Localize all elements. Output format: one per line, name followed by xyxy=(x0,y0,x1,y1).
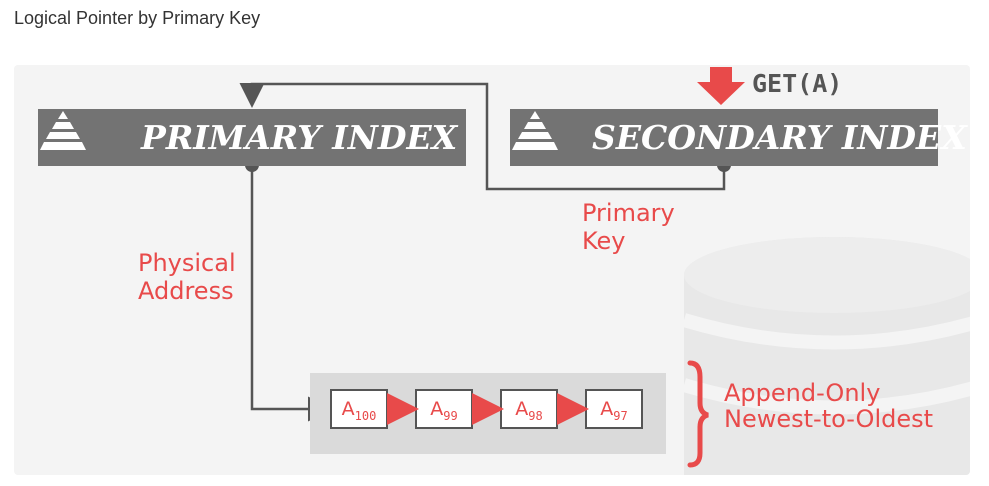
version-base: A xyxy=(600,398,614,420)
physical-address-connector xyxy=(250,167,333,422)
version-node: A99 xyxy=(415,389,473,429)
secondary-index-box: SECONDARY INDEX xyxy=(510,109,967,166)
version-chain-arrows xyxy=(387,360,709,468)
secondary-index-label: SECONDARY INDEX xyxy=(592,118,967,157)
physical-address-label: Physical Address xyxy=(138,249,236,305)
get-query-label: GET(A) xyxy=(752,69,843,98)
append-only-label: Append-Only Newest-to-Oldest xyxy=(724,380,933,432)
curly-brace-icon xyxy=(687,360,709,468)
physical-address-label-line2: Address xyxy=(138,277,234,305)
append-only-label-line2: Newest-to-Oldest xyxy=(724,405,934,433)
down-arrow-icon xyxy=(697,67,745,105)
physical-address-label-line1: Physical xyxy=(138,249,236,277)
version-base: A xyxy=(341,398,355,420)
version-subscript: 98 xyxy=(528,409,543,423)
version-subscript: 99 xyxy=(443,409,458,423)
database-cylinder-background xyxy=(681,237,970,475)
version-subscript: 100 xyxy=(354,409,377,423)
diagram-canvas: PRIMARY INDEX SECONDARY INDEX GET(A) Pri… xyxy=(14,65,970,475)
primary-key-label-line1: Primary xyxy=(582,199,675,227)
pyramid-icon xyxy=(40,111,86,150)
version-node: A98 xyxy=(500,389,558,429)
pyramid-icon xyxy=(512,111,558,150)
version-node: A100 xyxy=(330,389,388,429)
append-only-label-line1: Append-Only xyxy=(724,379,881,407)
primary-key-label-line2: Key xyxy=(582,227,626,255)
page-title: Logical Pointer by Primary Key xyxy=(14,8,261,28)
version-subscript: 97 xyxy=(613,409,628,423)
primary-index-box: PRIMARY INDEX xyxy=(38,109,466,166)
primary-index-label: PRIMARY INDEX xyxy=(141,118,458,157)
version-base: A xyxy=(515,398,529,420)
primary-key-connector xyxy=(239,82,726,191)
version-base: A xyxy=(430,398,444,420)
primary-key-label: Primary Key xyxy=(582,199,675,255)
